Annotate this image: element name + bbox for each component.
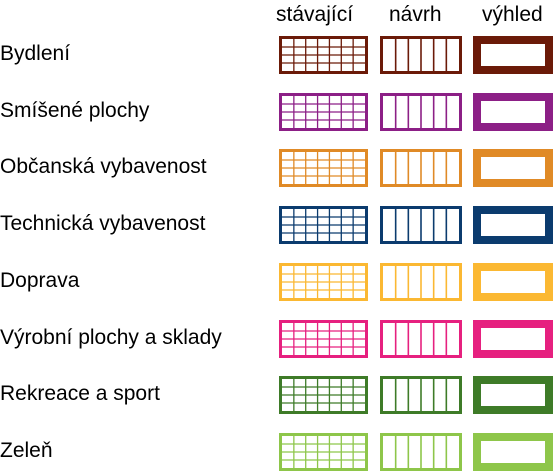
column-header-proposal: návrh xyxy=(389,3,442,26)
legend-row-label: Doprava xyxy=(0,268,80,292)
symbol-outlook xyxy=(473,432,553,471)
symbol-existing xyxy=(279,36,368,74)
column-header-existing: stávající xyxy=(276,3,354,26)
symbol-proposal xyxy=(380,262,462,301)
symbol-existing xyxy=(279,149,368,188)
symbol-proposal xyxy=(380,432,462,471)
symbol-proposal xyxy=(380,206,462,245)
symbol-proposal xyxy=(380,92,462,131)
legend-row: Rekreace a sport xyxy=(0,376,557,416)
symbol-outlook xyxy=(473,149,553,188)
legend-row: Doprava xyxy=(0,262,557,303)
legend-row: Bydlení xyxy=(0,36,557,76)
symbol-outlook xyxy=(473,92,553,131)
symbol-existing xyxy=(279,92,368,131)
legend-row-label: Občanská vybavenost xyxy=(0,155,207,179)
symbol-outlook xyxy=(473,319,553,358)
symbol-proposal xyxy=(380,149,462,188)
legend-row-label: Bydlení xyxy=(0,42,71,65)
legend-row: Výrobní plochy a sklady xyxy=(0,319,557,360)
symbol-existing xyxy=(279,319,368,358)
symbol-outlook xyxy=(473,206,553,245)
legend-row: Smíšené plochy xyxy=(0,92,557,133)
symbol-existing xyxy=(279,206,368,245)
symbol-outlook xyxy=(473,262,553,301)
symbol-outlook xyxy=(473,376,553,415)
legend-row: Občanská vybavenost xyxy=(0,149,557,189)
legend-row-label: Rekreace a sport xyxy=(0,382,160,406)
symbol-proposal xyxy=(380,376,462,415)
symbol-outlook xyxy=(473,36,553,74)
legend-row-label: Technická vybavenost xyxy=(0,212,206,236)
symbol-existing xyxy=(279,432,368,471)
legend-row: Technická vybavenost xyxy=(0,206,557,246)
legend-row-label: Výrobní plochy a sklady xyxy=(0,325,222,349)
symbol-proposal xyxy=(380,319,462,358)
column-header-outlook: výhled xyxy=(482,3,543,26)
symbol-existing xyxy=(279,262,368,301)
legend-row: Zeleň xyxy=(0,432,557,473)
legend-row-label: Smíšené plochy xyxy=(0,98,150,122)
symbol-existing xyxy=(279,376,368,415)
legend-row-label: Zeleň xyxy=(0,438,53,462)
symbol-proposal xyxy=(380,36,462,74)
